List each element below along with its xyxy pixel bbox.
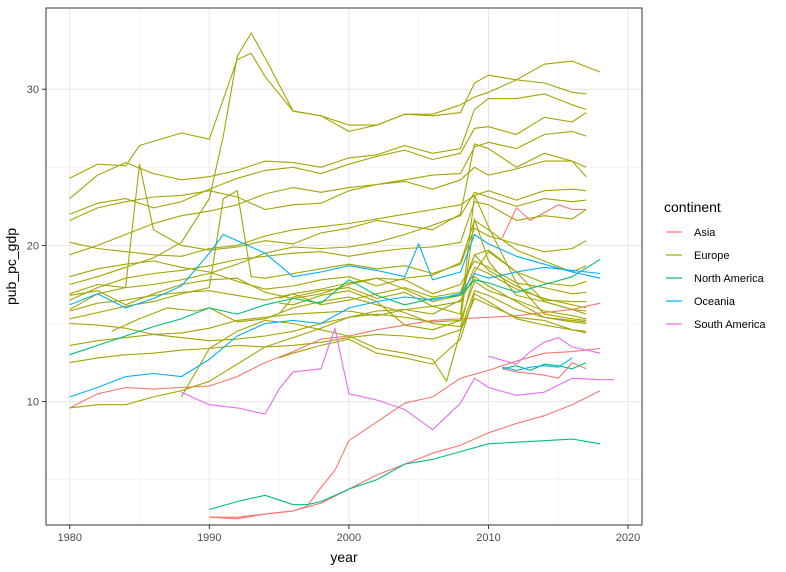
series-line-asia-5 [502, 362, 587, 379]
y-tick-label: 30 [27, 84, 39, 96]
legend-label-south-america: South America [694, 319, 766, 331]
series-line-europe-8 [69, 93, 587, 200]
series-line-europe-13 [69, 188, 587, 257]
x-axis-title: year [330, 549, 358, 565]
series-line-europe-28 [278, 254, 587, 306]
series-line-europe-27 [279, 218, 587, 331]
legend-title: continent [664, 199, 721, 215]
panel-border [45, 7, 643, 526]
series-line-europe-17 [69, 219, 587, 290]
series-line-europe-26 [278, 194, 587, 321]
series-line-europe-12 [69, 160, 587, 256]
series-line-north-america-32 [502, 362, 587, 371]
series-line-europe-9 [69, 112, 587, 215]
legend-label-europe: Europe [694, 250, 729, 262]
x-tick-label: 1990 [197, 532, 221, 544]
series-line-oceania-35 [502, 357, 573, 371]
legend-label-asia: Asia [694, 227, 716, 239]
series-line-europe-24 [69, 276, 587, 409]
y-tick-label: 10 [27, 397, 39, 409]
x-tick-label: 1980 [57, 532, 81, 544]
series-line-europe-25 [180, 297, 587, 398]
series-line-europe-14 [69, 191, 587, 310]
legend-label-oceania: Oceania [694, 296, 736, 308]
series-lines [69, 32, 615, 520]
series-line-north-america-30 [209, 438, 601, 510]
series-line-europe-7 [69, 52, 587, 179]
series-line-europe-15 [69, 201, 587, 301]
grid-major [46, 8, 642, 525]
series-line-south-america-37 [488, 337, 601, 365]
series-line-europe-11 [69, 143, 587, 295]
y-axis-title: pub_pc_gdp [3, 228, 19, 305]
y-axis: 10 20 30 [27, 84, 46, 409]
series-line-europe-23 [69, 290, 587, 364]
legend-label-north-america: North America [694, 273, 765, 285]
series-line-oceania-34 [69, 266, 601, 398]
x-tick-label: 2010 [476, 532, 500, 544]
series-line-europe-16 [69, 190, 587, 320]
y-tick-label: 20 [27, 240, 39, 252]
series-line-north-america-31 [69, 259, 601, 356]
series-line-europe-10 [69, 130, 587, 221]
x-tick-label: 2020 [616, 532, 640, 544]
series-line-europe-29 [278, 293, 587, 365]
series-line-asia-4 [501, 204, 587, 238]
x-tick-label: 2000 [337, 532, 361, 544]
legend: continent Asia Europe North America Oceania… [664, 199, 766, 331]
series-line-europe-20 [111, 251, 587, 332]
series-line-oceania-33 [69, 233, 601, 309]
series-line-south-america-36 [181, 327, 615, 431]
x-axis: 1980 1990 2000 2010 2020 [57, 525, 640, 544]
